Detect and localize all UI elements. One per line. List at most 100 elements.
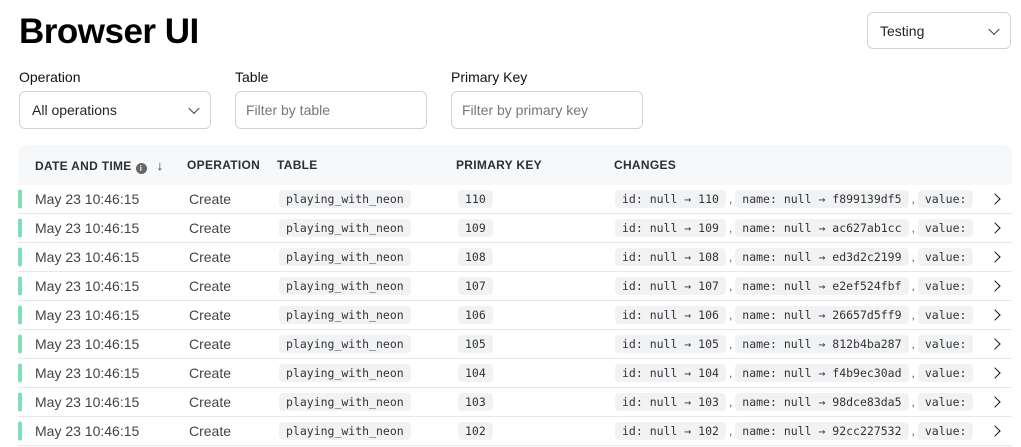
row-operation: Create (189, 336, 232, 352)
column-primary-key: PRIMARY KEY (456, 158, 542, 172)
operation-indicator (18, 276, 22, 296)
chevron-down-icon (988, 23, 1000, 35)
change-id: id: null → 106 (615, 306, 726, 324)
row-primary-key: 109 (458, 219, 493, 237)
operation-indicator (18, 421, 22, 441)
row-operation: Create (189, 394, 232, 410)
change-value: value: (917, 219, 974, 237)
row-date: May 23 10:46:15 (35, 336, 140, 352)
change-value: value: (917, 190, 974, 208)
change-name: name: null → f899139df5 (735, 190, 909, 208)
column-date[interactable]: DATE AND TIME i ↓ (35, 158, 163, 174)
row-date: May 23 10:46:15 (35, 394, 140, 410)
table-row[interactable]: May 23 10:46:15 Create playing_with_neon… (18, 417, 1012, 446)
table-row[interactable]: May 23 10:46:15 Create playing_with_neon… (18, 185, 1012, 214)
operation-select[interactable]: All operations (19, 91, 211, 129)
table-row[interactable]: May 23 10:46:15 Create playing_with_neon… (18, 214, 1012, 243)
row-table: playing_with_neon (279, 277, 411, 295)
info-icon[interactable]: i (135, 163, 147, 174)
row-operation: Create (189, 307, 232, 323)
chevron-down-icon (188, 102, 200, 115)
environment-select-value: Testing (880, 22, 925, 39)
row-changes: id: null → 110, name: null → f899139df5,… (615, 190, 981, 208)
row-date: May 23 10:46:15 (35, 423, 140, 439)
change-name: name: null → 26657d5ff9 (735, 306, 909, 324)
row-operation: Create (189, 220, 232, 236)
row-changes: id: null → 109, name: null → ac627ab1cc,… (615, 219, 981, 237)
row-table: playing_with_neon (279, 364, 411, 382)
environment-select[interactable]: Testing (867, 12, 1011, 49)
table-row[interactable]: May 23 10:46:15 Create playing_with_neon… (18, 301, 1012, 330)
table-row[interactable]: May 23 10:46:15 Create playing_with_neon… (18, 359, 1012, 388)
chevron-right-icon[interactable] (989, 367, 1001, 379)
change-id: id: null → 102 (615, 422, 726, 440)
table-row[interactable]: May 23 10:46:15 Create playing_with_neon… (18, 243, 1012, 272)
row-changes: id: null → 107, name: null → e2ef524fbf,… (615, 277, 981, 295)
change-id: id: null → 103 (615, 393, 726, 411)
column-date-label: DATE AND TIME (35, 159, 132, 173)
change-value: value: (917, 335, 974, 353)
row-primary-key: 105 (458, 335, 493, 353)
row-operation: Create (189, 191, 232, 207)
chevron-right-icon[interactable] (989, 338, 1001, 350)
chevron-right-icon[interactable] (989, 425, 1001, 437)
page-title: Browser UI (19, 12, 199, 51)
chevron-right-icon[interactable] (989, 251, 1001, 263)
change-id: id: null → 108 (615, 248, 726, 266)
primary-key-filter-placeholder: Filter by primary key (462, 102, 589, 118)
operation-label: Operation (19, 69, 81, 85)
change-id: id: null → 107 (615, 277, 726, 295)
change-name: name: null → 92cc227532 (735, 422, 909, 440)
change-id: id: null → 110 (615, 190, 726, 208)
row-table: playing_with_neon (279, 306, 411, 324)
operation-indicator (18, 218, 22, 238)
change-value: value: (917, 364, 974, 382)
change-id: id: null → 105 (615, 335, 726, 353)
table-row[interactable]: May 23 10:46:15 Create playing_with_neon… (18, 272, 1012, 301)
row-primary-key: 103 (458, 393, 493, 411)
primary-key-label: Primary Key (451, 69, 528, 85)
change-name: name: null → 812b4ba287 (735, 335, 909, 353)
operation-indicator (18, 305, 22, 325)
change-name: name: null → ed3d2c2199 (735, 248, 909, 266)
table-filter-placeholder: Filter by table (246, 102, 331, 118)
row-changes: id: null → 106, name: null → 26657d5ff9,… (615, 306, 981, 324)
row-table: playing_with_neon (279, 190, 411, 208)
sort-desc-icon[interactable]: ↓ (156, 158, 164, 173)
row-date: May 23 10:46:15 (35, 249, 140, 265)
operation-indicator (18, 334, 22, 354)
row-table: playing_with_neon (279, 422, 411, 440)
chevron-right-icon[interactable] (989, 280, 1001, 292)
change-name: name: null → ac627ab1cc (735, 219, 909, 237)
change-id: id: null → 104 (615, 364, 726, 382)
row-date: May 23 10:46:15 (35, 191, 140, 207)
operation-indicator (18, 247, 22, 267)
chevron-right-icon[interactable] (989, 309, 1001, 321)
primary-key-filter-input[interactable]: Filter by primary key (451, 91, 643, 129)
row-primary-key: 107 (458, 277, 493, 295)
change-name: name: null → 98dce83da5 (735, 393, 909, 411)
row-primary-key: 110 (458, 190, 493, 208)
row-operation: Create (189, 249, 232, 265)
row-changes: id: null → 104, name: null → f4b9ec30ad,… (615, 364, 981, 382)
row-primary-key: 106 (458, 306, 493, 324)
change-value: value: (917, 422, 974, 440)
chevron-right-icon[interactable] (989, 396, 1001, 408)
row-table: playing_with_neon (279, 219, 411, 237)
row-primary-key: 108 (458, 248, 493, 266)
table-row[interactable]: May 23 10:46:15 Create playing_with_neon… (18, 388, 1012, 417)
row-operation: Create (189, 423, 232, 439)
chevron-right-icon[interactable] (989, 193, 1001, 205)
operation-indicator (18, 189, 22, 209)
table-label: Table (235, 69, 269, 85)
table-row[interactable]: May 23 10:46:15 Create playing_with_neon… (18, 330, 1012, 359)
change-value: value: (917, 306, 974, 324)
table-filter-input[interactable]: Filter by table (235, 91, 427, 129)
chevron-right-icon[interactable] (989, 222, 1001, 234)
change-id: id: null → 109 (615, 219, 726, 237)
row-table: playing_with_neon (279, 335, 411, 353)
row-changes: id: null → 102, name: null → 92cc227532,… (615, 422, 981, 440)
row-changes: id: null → 103, name: null → 98dce83da5,… (615, 393, 981, 411)
row-date: May 23 10:46:15 (35, 278, 140, 294)
row-primary-key: 102 (458, 422, 493, 440)
